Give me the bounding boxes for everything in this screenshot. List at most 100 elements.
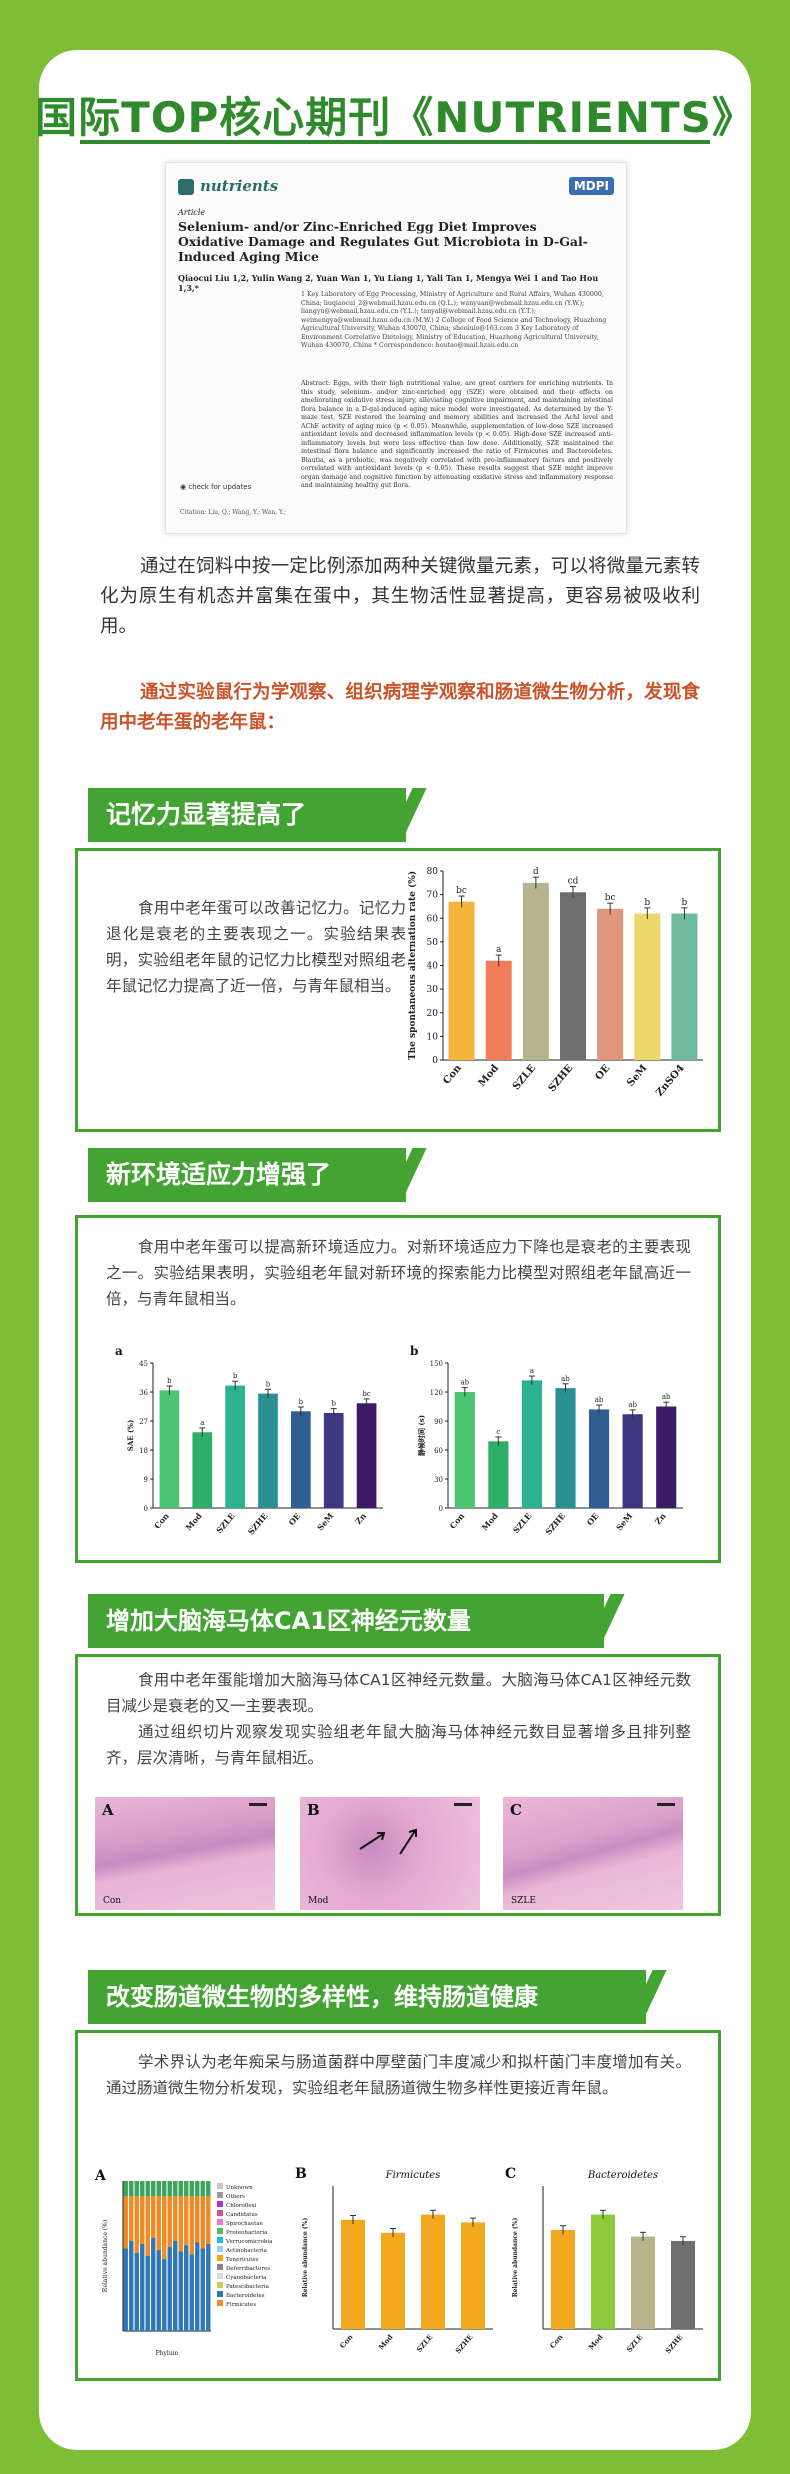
sig-label: bc: [605, 893, 616, 903]
x-tick-label: SZHE: [663, 2333, 684, 2356]
intro-paragraph: 通过在饲料中按一定比例添加两种关键微量元素，可以将微量元素转化为原生有机态并富集…: [100, 556, 700, 637]
bar: [521, 1380, 542, 1508]
stacked-bar-segment: [156, 2181, 161, 2196]
gut-text: 学术界认为老年痴呆与肠道菌群中厚壁菌门丰度减少和拟杆菌门丰度增加有关。通过肠道微…: [106, 2053, 691, 2097]
firmicutes-chart: Con Mod SZLE SZHE Relative abundance (%) B Fir…: [295, 2166, 493, 2355]
stacked-bar-segment: [167, 2181, 172, 2196]
legend-swatch: [217, 2246, 223, 2252]
stacked-bar-segment: [184, 2245, 189, 2331]
y-tick-label: 10: [427, 1032, 439, 1042]
bar: [461, 2222, 485, 2329]
gut-box: 学术界认为老年痴呆与肠道菌群中厚壁菌门丰度减少和拟杆菌门丰度增加有关。通过肠道微…: [75, 2030, 721, 2381]
y-tick-label: 40: [427, 962, 439, 972]
stacked-bar-segment: [123, 2181, 128, 2196]
stacked-bar-segment: [162, 2181, 167, 2196]
bar: [597, 908, 624, 1060]
stacked-bar-segment: [195, 2181, 200, 2196]
check-updates-badge: ◉ check for updates: [180, 483, 252, 491]
y-axis-label: SAE (%): [126, 1420, 135, 1452]
chart-title: Firmicutes: [385, 2170, 441, 2181]
x-tick-label: Mod: [587, 2332, 605, 2351]
x-tick-label: SZLE: [511, 1511, 534, 1535]
legend-swatch: [217, 2237, 223, 2243]
sig-label: b: [331, 1400, 336, 1408]
stacked-bar-segment: [123, 2196, 128, 2249]
sig-label: b: [233, 1372, 238, 1380]
stacked-bar-segment: [145, 2256, 150, 2331]
memory-box: 食用中老年蛋可以改善记忆力。记忆力退化是衰老的主要表现之一。实验结果表明，实验组…: [75, 848, 721, 1132]
panel-label: a: [115, 1344, 123, 1358]
stacked-bar-segment: [140, 2244, 145, 2331]
page-title: 国际TOP核心期刊《NUTRIENTS》: [35, 93, 755, 142]
y-axis-label: Relative abundance (%): [512, 2218, 519, 2298]
x-tick-label: Con: [338, 2333, 355, 2351]
journal-name: nutrients: [200, 177, 279, 195]
x-tick-label: Con: [548, 2333, 565, 2351]
x-tick-label: SZHE: [543, 1511, 567, 1537]
y-tick-label: 27: [139, 1418, 148, 1426]
stacked-bar-segment: [189, 2196, 194, 2255]
sig-label: a: [496, 945, 502, 955]
legend-label: Actinobacteria: [225, 2248, 268, 2254]
legend-label: Patescibacteria: [226, 2284, 270, 2290]
scale-bar: [657, 1803, 675, 1806]
chart-title: Bacteroidetes: [587, 2170, 658, 2181]
adaptation-box: 食用中老年蛋可以提高新环境适应力。对新环境适应力下降也是衰老的主要表现之一。实验…: [75, 1215, 721, 1563]
stacked-bar-segment: [206, 2244, 211, 2331]
legend-swatch: [217, 2210, 223, 2216]
paper-citation: Citation: Liu, Q.; Wang, Y.; Wan, Y.;: [180, 509, 287, 516]
stacked-bar-segment: [129, 2241, 134, 2331]
x-tick-label: Con: [152, 1511, 171, 1531]
section-title-memory: 记忆力显著提高了: [88, 788, 427, 842]
y-tick-label: 45: [139, 1360, 148, 1368]
legend-label: Chloroflexi: [226, 2203, 257, 2209]
x-tick-label: Mod: [183, 1511, 204, 1533]
journal-logo: nutrients: [178, 177, 278, 195]
legend-swatch: [217, 2273, 223, 2279]
bar: [291, 1411, 311, 1508]
bar: [589, 1409, 610, 1508]
stacked-bar-segment: [189, 2181, 194, 2196]
legend-label: Spirochaetae: [226, 2221, 263, 2227]
y-tick-label: 18: [139, 1447, 148, 1455]
panel-label: b: [410, 1344, 418, 1358]
x-tick-label: SZLE: [415, 2333, 435, 2354]
histology-image-mod: B Mod: [300, 1797, 480, 1910]
intro-highlight: 通过实验鼠行为学观察、组织病理学观察和肠道微生物分析，发现食用中老年蛋的老年鼠：: [100, 682, 700, 733]
stacked-bar-segment: [167, 2247, 172, 2331]
stacked-bar-segment: [156, 2196, 161, 2250]
bar: [454, 1392, 475, 1508]
legend-swatch: [217, 2201, 223, 2207]
sig-label: a: [530, 1367, 534, 1375]
section-title-adaptation: 新环境适应力增强了: [88, 1148, 427, 1202]
bar: [381, 2232, 405, 2329]
stacked-bar-segment: [162, 2196, 167, 2259]
sig-label: b: [682, 898, 688, 908]
stacked-bar-segment: [134, 2181, 139, 2196]
legend-swatch: [217, 2264, 223, 2270]
scale-bar: [454, 1803, 472, 1806]
x-tick-label: Mod: [477, 1063, 501, 1089]
bar: [634, 913, 661, 1060]
x-tick-label: SZHE: [547, 1063, 576, 1095]
section-title-gut: 改变肠道微生物的多样性，维持肠道健康: [88, 1970, 667, 2024]
panel-label: C: [505, 2166, 516, 2182]
bar: [485, 960, 512, 1060]
bar: [622, 1414, 643, 1508]
stacked-bar-segment: [200, 2181, 205, 2196]
stacked-bar-segment: [178, 2196, 183, 2252]
paper-title: Selenium- and/or Zinc-Enriched Egg Diet …: [178, 219, 588, 264]
legend-swatch: [217, 2219, 223, 2225]
x-tick-label: Zn: [353, 1511, 368, 1526]
sig-label: ab: [460, 1379, 469, 1387]
y-tick-label: 70: [427, 891, 439, 901]
x-tick-label: SeM: [614, 1511, 634, 1533]
bar: [671, 913, 698, 1060]
y-tick-label: 90: [434, 1418, 443, 1426]
y-tick-label: 30: [427, 985, 439, 995]
x-tick-label: Con: [447, 1511, 466, 1531]
publisher-logo: MDPI: [568, 177, 614, 195]
sig-label: a: [200, 1419, 204, 1427]
stacked-bar-segment: [145, 2181, 150, 2196]
legend-swatch: [217, 2255, 223, 2261]
